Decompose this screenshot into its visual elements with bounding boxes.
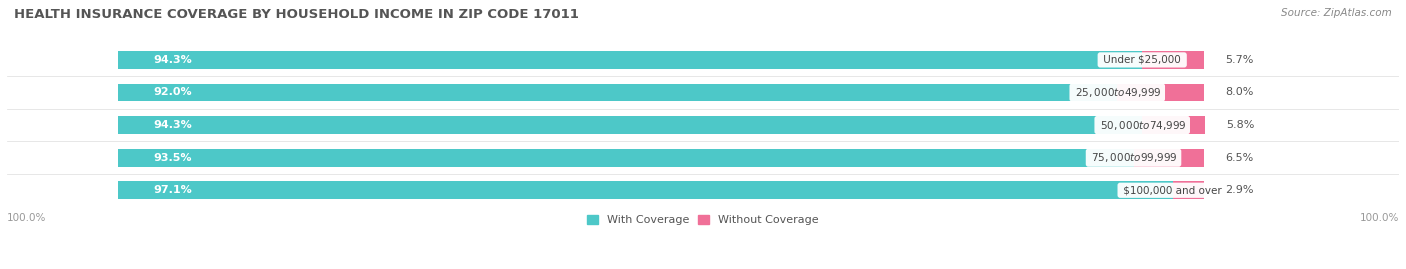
Bar <box>1118 84 1204 101</box>
Bar <box>118 51 1204 69</box>
Bar <box>118 181 1173 199</box>
Bar <box>118 149 1133 167</box>
Bar <box>118 84 1204 101</box>
Bar <box>118 84 1118 101</box>
Text: 5.7%: 5.7% <box>1225 55 1253 65</box>
Text: 2.9%: 2.9% <box>1225 185 1254 195</box>
Bar <box>118 51 1142 69</box>
Bar <box>118 149 1204 167</box>
Text: 100.0%: 100.0% <box>7 213 46 223</box>
Text: 8.0%: 8.0% <box>1225 87 1253 97</box>
Bar <box>118 116 1204 134</box>
Bar <box>1173 181 1204 199</box>
Text: $100,000 and over: $100,000 and over <box>1121 185 1225 195</box>
Text: $50,000 to $74,999: $50,000 to $74,999 <box>1097 119 1188 132</box>
Bar <box>1142 116 1205 134</box>
Text: $25,000 to $49,999: $25,000 to $49,999 <box>1071 86 1163 99</box>
Legend: With Coverage, Without Coverage: With Coverage, Without Coverage <box>582 211 824 230</box>
Text: 94.3%: 94.3% <box>153 120 193 130</box>
Text: 92.0%: 92.0% <box>153 87 191 97</box>
Bar <box>118 116 1142 134</box>
Bar <box>1133 149 1204 167</box>
Text: Under $25,000: Under $25,000 <box>1101 55 1184 65</box>
Text: 5.8%: 5.8% <box>1226 120 1254 130</box>
Text: 93.5%: 93.5% <box>153 153 191 163</box>
Text: $75,000 to $99,999: $75,000 to $99,999 <box>1088 151 1178 164</box>
Text: 97.1%: 97.1% <box>153 185 193 195</box>
Text: 100.0%: 100.0% <box>1360 213 1399 223</box>
Text: 6.5%: 6.5% <box>1225 153 1253 163</box>
Text: Source: ZipAtlas.com: Source: ZipAtlas.com <box>1281 8 1392 18</box>
Bar <box>118 181 1204 199</box>
Text: HEALTH INSURANCE COVERAGE BY HOUSEHOLD INCOME IN ZIP CODE 17011: HEALTH INSURANCE COVERAGE BY HOUSEHOLD I… <box>14 8 579 21</box>
Bar <box>1142 51 1204 69</box>
Text: 94.3%: 94.3% <box>153 55 193 65</box>
